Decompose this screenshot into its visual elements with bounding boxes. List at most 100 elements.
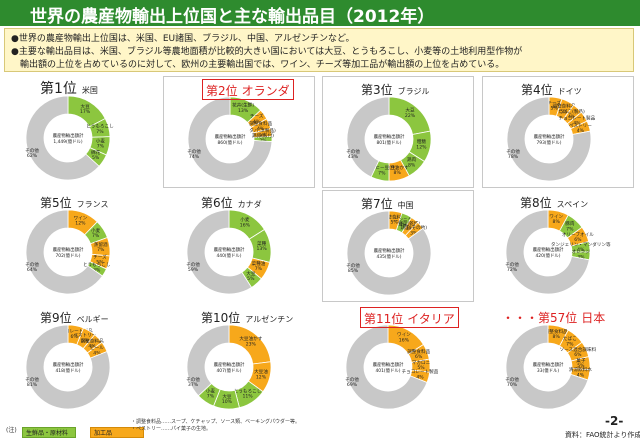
slice-label: ビール 4%: [90, 344, 104, 356]
slice-label: チョコレート製品 4%: [558, 114, 595, 126]
donut-chart: チーズ 5%調整食料品 5%たばこ(製品) 4%チョコレート製品 4%ペストリー 4% その…: [506, 96, 596, 182]
legend-processed-label: 加工品: [94, 430, 113, 437]
donut-slice: [186, 324, 230, 397]
donut-slice: [505, 324, 589, 410]
slice-label: 鶏肉(その他) 3%: [400, 224, 427, 236]
chart-country: イタリア: [407, 312, 455, 326]
slice-label: 調整食料品 8%: [545, 328, 568, 340]
chart-country: ブラジル: [397, 87, 430, 96]
center-label: 農産物輸出額計: [53, 132, 84, 139]
center-label: 農産物輸出額計: [214, 361, 245, 368]
chart-country: カナダ: [237, 200, 262, 209]
slice-label: チーズ 5%: [93, 253, 107, 265]
slice-label: 菜種油 7%: [252, 260, 266, 272]
slice-label: 調整食料品 4%: [249, 120, 272, 132]
chart-rank-title: 第5位 フランス: [40, 192, 108, 211]
slice-label: チョコレート製品 6%: [56, 328, 93, 340]
chart-rank-title: 第4位 ドイツ: [521, 79, 582, 98]
chart-country: フランス: [76, 200, 109, 209]
slice-label: 野菜(乾燥) 3%: [398, 220, 420, 232]
center-total: 418(億ドル): [56, 367, 81, 374]
slice-label: オリーブオイル 6%: [562, 231, 594, 243]
slice-label: その他 70%: [505, 376, 519, 388]
donut-chart: 大豆油かす 23% 大豆油 12% とうもろこし 11%大豆 10% 小麦 7% その他 37% 農産…: [186, 324, 272, 410]
chart-panel: チーズ 5% 調整食料品 5% たばこ(製品) 4% チョコレート製品 4% ペストリー 4% その…: [482, 76, 634, 188]
chart-country: ベルギー: [76, 315, 109, 324]
donut-slice: [346, 210, 432, 296]
title-bar: 世界の農産物輸出上位国と主な輸出品目（2012年）: [0, 0, 640, 27]
slice-label: コーヒー豆(生) 7%: [366, 164, 397, 176]
donut-chart: 調整食料品 8% たばこ 7%ソース混合調味料 6%菓子 5%清涼飲料水 4% その他 70% 農…: [505, 324, 597, 410]
slice-label: ワイン 16%: [397, 332, 411, 343]
slice-label: 豚肉 7%: [565, 220, 575, 232]
chart-panel: 調整食料品 5% ニンニク 4% 野菜(乾燥) 3% 鶏肉(その他) 3% その他 85% 農産物輸…: [322, 190, 474, 302]
slice-label: 菓子 5%: [576, 357, 586, 369]
center-label: 農産物輸出額計: [373, 361, 404, 368]
chart-panel: 大豆 17% とうもろこし 7% 小麦 7% 綿花 5% その他 62% 農産物輸出額計 1,449(…: [2, 76, 154, 188]
donut-slice: [25, 324, 111, 410]
slice-label: その他 72%: [505, 261, 519, 273]
slice-label: タバコ(製品) 3%: [249, 127, 276, 139]
chart-rank: 第10位: [201, 311, 241, 325]
donut-chart: ワイン 16% 調整食料品 6%マカロニ 5%チョコレート製品 4% その他 69% 農産物輸出…: [345, 324, 439, 410]
summary-line-3: 輸出額の上位を占めているのに対して、欧州の主要輸出国では、ワイン、チーズ等加工品…: [11, 60, 505, 70]
slice-label: 調整食料品 5%: [383, 213, 406, 225]
source-note: 資料：FAO統計より作成: [565, 431, 640, 439]
center-total: 801(億ドル): [377, 139, 402, 146]
donut-slice: [25, 209, 104, 295]
chart-rank-title: 第1位 米国: [40, 78, 98, 98]
donut-chart: 大豆 17% とうもろこし 7% 小麦 7%綿花 5% その他 62% 農産物輸出額計1,449(…: [25, 95, 114, 181]
slice-label: ワイン 8%: [549, 214, 563, 225]
chart-rank-title: 第7位 中国: [361, 193, 414, 212]
chart-rank: 第9位: [40, 311, 72, 325]
chart-rank: 第8位: [520, 196, 552, 210]
chart-panel: 花卉(生鮮)13%チーズ4%調整食料品4%タバコ(製品)3%鶏卵(殻付)2%その…: [163, 76, 315, 188]
slice-label: その他 85%: [346, 262, 360, 274]
donut-slice: [345, 324, 428, 410]
legend-note: (注): [6, 427, 17, 434]
slice-label: その他 74%: [187, 148, 201, 160]
page-number: -2-: [605, 414, 624, 428]
slice-label: 大豆油かす 8%: [386, 164, 409, 176]
footnote-line-2: ・ペストリー……パイ菓子の生地。: [131, 426, 212, 432]
slice-label: マカロニ 5%: [412, 360, 431, 371]
slice-label: その他 81%: [25, 376, 39, 388]
slice-label: 綿花 5%: [91, 149, 101, 161]
center-total: 1,449(億ドル): [53, 138, 82, 145]
slice-label: その他 37%: [186, 376, 200, 388]
center-total: 407(億ドル): [217, 367, 242, 374]
chart-rank-title: 第2位 オランダ: [202, 79, 294, 100]
center-label: 農産物輸出額計: [215, 133, 246, 140]
slice-label: オレンジ 3%: [572, 249, 591, 260]
slice-label: 小麦 7%: [91, 227, 101, 239]
slice-label: 大豆 5%: [246, 270, 256, 282]
center-label: 農産物輸出額計: [53, 246, 84, 253]
donut-slice: [346, 96, 390, 178]
slice-label: チョコレート製品 4%: [402, 368, 439, 380]
chart-rank: 第2位: [206, 84, 238, 98]
chart-country: オランダ: [241, 84, 290, 98]
slice-label: その他 59%: [186, 261, 200, 273]
center-label: 農産物輸出額計: [534, 133, 565, 140]
slice-label: ペストリー 5%: [73, 333, 96, 344]
center-total: 702(億ドル): [56, 252, 81, 259]
donut-slice: [186, 209, 253, 295]
center-total: 440(億ドル): [217, 252, 242, 259]
donut-slice: [505, 209, 590, 295]
summary-box: ●世界の農産物輸出上位国は、米国、EU諸国、ブラジル、中国、アルゼンチンなど。 …: [4, 28, 634, 72]
slice-label: 大豆 22%: [405, 107, 416, 119]
slice-label: 調整食料品 5%: [552, 103, 575, 115]
center-label: 農産物輸出額計: [214, 246, 245, 253]
chart-country: ドイツ: [557, 87, 582, 96]
chart-rank-title: ・・・第57位 日本: [502, 307, 605, 326]
slice-label: その他 62%: [25, 147, 39, 159]
center-label: 農産物輸出額計: [533, 361, 564, 368]
chart-rank: 第3位: [361, 83, 393, 97]
center-total: 793(億ドル): [537, 139, 562, 146]
slice-label: その他 43%: [346, 148, 360, 160]
center-label: 農産物輸出額計: [53, 361, 84, 368]
legend-raw-label: 生鮮品・原材料: [26, 430, 69, 437]
slice-label: 大豆油 12%: [254, 368, 268, 380]
slice-label: 花卉(生鮮) 13%: [232, 102, 254, 114]
center-total: 420(億ドル): [536, 252, 561, 259]
